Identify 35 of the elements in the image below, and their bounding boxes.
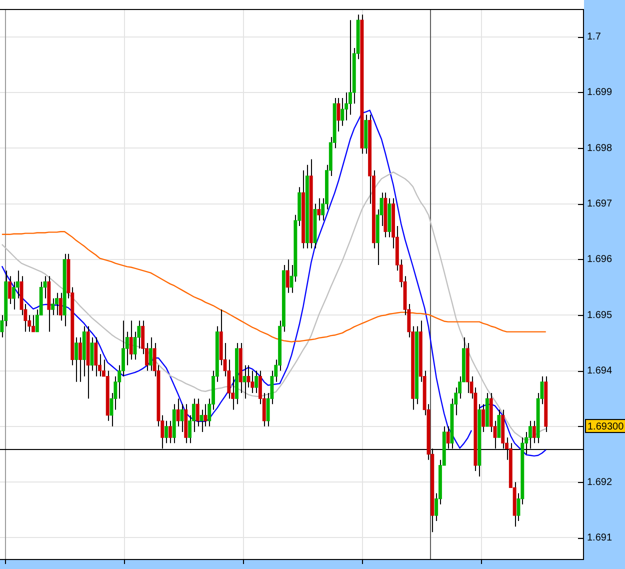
y-tick-label: 1.695 bbox=[587, 310, 612, 321]
candlestick bbox=[286, 258, 290, 294]
candlestick bbox=[94, 336, 98, 377]
candlestick bbox=[242, 364, 246, 400]
candlestick bbox=[168, 420, 172, 444]
y-tick-label: 1.7 bbox=[587, 32, 602, 43]
candlestick bbox=[254, 370, 258, 394]
candlestick bbox=[482, 404, 486, 432]
candlestick bbox=[58, 292, 62, 322]
candlestick bbox=[340, 98, 344, 126]
candlestick bbox=[90, 336, 94, 372]
candlestick bbox=[204, 404, 208, 427]
y-tick-label: 1.697 bbox=[587, 198, 612, 210]
candlestick bbox=[51, 298, 55, 316]
y-tick-label: 1.692 bbox=[587, 476, 612, 488]
candlestick bbox=[180, 404, 184, 432]
candlestick bbox=[32, 314, 35, 332]
candlestick bbox=[196, 398, 200, 427]
candlestick bbox=[200, 409, 204, 432]
y-tick-label: 1.699 bbox=[587, 87, 612, 98]
candlestick bbox=[78, 336, 82, 382]
y-tick-label: 1.694 bbox=[587, 366, 612, 377]
candlestick bbox=[8, 276, 12, 304]
candlestick bbox=[148, 336, 152, 372]
candlestick bbox=[74, 336, 78, 382]
y-tick-label: 1.696 bbox=[587, 254, 612, 266]
candlestick bbox=[164, 420, 168, 444]
candlestick bbox=[176, 398, 180, 427]
candlestick bbox=[55, 292, 58, 316]
y-tick-label: 1.691 bbox=[587, 532, 612, 544]
y-tick-label: 1.698 bbox=[587, 142, 612, 154]
text: 1.69300 bbox=[588, 421, 624, 432]
candlestick bbox=[12, 281, 16, 310]
candlestick bbox=[532, 420, 536, 444]
candlestick bbox=[317, 198, 321, 221]
